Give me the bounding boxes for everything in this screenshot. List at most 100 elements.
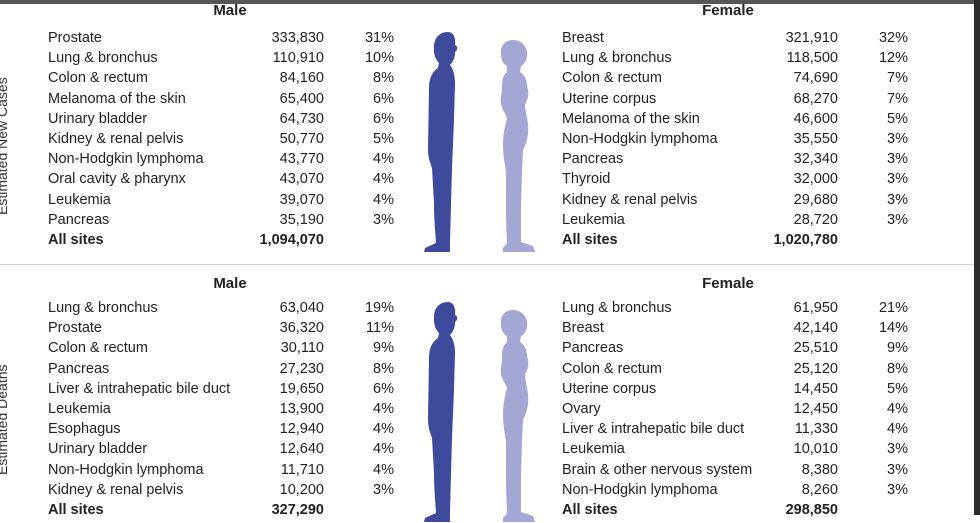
cancer-site: Pancreas bbox=[562, 151, 624, 168]
percentage: 5% bbox=[887, 380, 908, 397]
cancer-site: Ovary bbox=[562, 400, 601, 417]
cancer-site: Colon & rectum bbox=[562, 70, 662, 87]
case-count: 74,690 bbox=[793, 70, 838, 87]
case-count: 11,710 bbox=[280, 461, 324, 478]
case-count: 25,510 bbox=[793, 340, 838, 357]
case-count: 39,070 bbox=[279, 191, 324, 208]
percentage: 3% bbox=[373, 481, 394, 498]
cancer-site: All sites bbox=[48, 231, 104, 248]
percentage: 9% bbox=[887, 340, 908, 357]
total-count: 1,020,780 bbox=[773, 231, 838, 248]
case-count: 10,010 bbox=[793, 441, 838, 458]
cancer-site: Non-Hodgkin lymphoma bbox=[48, 151, 204, 168]
percentage: 3% bbox=[373, 211, 394, 228]
percentage: 3% bbox=[887, 211, 908, 228]
cancer-site: Liver & intrahepatic bile duct bbox=[48, 380, 231, 397]
case-count: 68,270 bbox=[793, 90, 838, 107]
total-count: 327,290 bbox=[271, 501, 324, 518]
case-count: 84,160 bbox=[279, 70, 324, 87]
percentage: 8% bbox=[887, 360, 908, 377]
percentage: 4% bbox=[373, 461, 394, 478]
cancer-site: Leukemia bbox=[48, 191, 111, 208]
cancer-site: Esophagus bbox=[48, 421, 121, 438]
percentage: 14% bbox=[878, 320, 908, 337]
cancer-site: Melanoma of the skin bbox=[562, 110, 700, 127]
percentage: 31% bbox=[364, 30, 394, 46]
percentage: 3% bbox=[887, 191, 908, 208]
cancer-site: Leukemia bbox=[48, 400, 111, 417]
section-divider bbox=[0, 264, 974, 265]
case-count: 19,650 bbox=[279, 380, 324, 397]
cancer-site: Colon & rectum bbox=[48, 340, 148, 357]
case-count: 12,640 bbox=[279, 441, 324, 458]
case-count: 333,830 bbox=[271, 30, 324, 46]
cancer-site: Brain & other nervous system bbox=[562, 461, 753, 478]
cancer-site: Prostate bbox=[48, 320, 102, 337]
case-count: 10,200 bbox=[279, 481, 324, 498]
percentage: 19% bbox=[364, 300, 394, 316]
cancer-site: Prostate bbox=[48, 30, 102, 46]
case-count: 8,260 bbox=[801, 481, 838, 498]
case-count: 110,910 bbox=[272, 50, 324, 67]
male-figure-icon bbox=[424, 32, 458, 252]
cancer-site: Lung & bronchus bbox=[48, 50, 158, 67]
case-count: 63,040 bbox=[279, 300, 324, 316]
percentage: 4% bbox=[887, 421, 908, 438]
percentage: 32% bbox=[878, 30, 908, 46]
cancer-site: Lung & bronchus bbox=[562, 300, 672, 316]
total-count: 298,850 bbox=[785, 501, 838, 518]
case-count: 61,950 bbox=[793, 300, 838, 316]
cancer-site: Uterine corpus bbox=[562, 380, 657, 397]
cancer-site: Breast bbox=[562, 30, 604, 46]
case-count: 321,910 bbox=[785, 30, 838, 46]
case-count: 28,720 bbox=[793, 211, 838, 228]
percentage: 4% bbox=[887, 400, 908, 417]
percentage: 6% bbox=[373, 90, 394, 107]
percentage: 5% bbox=[887, 110, 908, 127]
female-figure-icon bbox=[500, 40, 535, 252]
case-count: 27,230 bbox=[279, 360, 324, 377]
percentage: 4% bbox=[373, 191, 394, 208]
cancer-site: All sites bbox=[48, 501, 104, 518]
cancer-site: All sites bbox=[562, 231, 618, 248]
cancer-site: Urinary bladder bbox=[48, 441, 148, 458]
cancer-site: Melanoma of the skin bbox=[48, 90, 186, 107]
case-count: 32,000 bbox=[793, 171, 838, 188]
new-cases-female-header: Female bbox=[702, 2, 754, 19]
percentage: 8% bbox=[373, 70, 394, 87]
case-count: 65,400 bbox=[279, 90, 324, 107]
female-figure-icon bbox=[500, 310, 535, 522]
cancer-site: Liver & intrahepatic bile duct bbox=[562, 421, 745, 438]
percentage: 4% bbox=[373, 151, 394, 168]
cancer-site: Leukemia bbox=[562, 211, 625, 228]
cancer-site: Oral cavity & pharynx bbox=[48, 171, 186, 188]
cancer-site: Thyroid bbox=[562, 171, 611, 188]
case-count: 25,120 bbox=[793, 360, 838, 377]
percentage: 9% bbox=[373, 340, 394, 357]
percentage: 7% bbox=[887, 90, 908, 107]
cancer-site: Lung & bronchus bbox=[48, 300, 158, 316]
cancer-site: All sites bbox=[562, 501, 618, 518]
case-count: 12,450 bbox=[793, 400, 838, 417]
percentage: 3% bbox=[887, 171, 908, 188]
cancer-site: Kidney & renal pelvis bbox=[48, 481, 184, 498]
percentage: 12% bbox=[878, 50, 908, 67]
percentage: 5% bbox=[373, 130, 394, 147]
cancer-site: Pancreas bbox=[562, 340, 624, 357]
new-cases-side-label: Estimated New Cases bbox=[0, 77, 10, 215]
cancer-site: Urinary bladder bbox=[48, 110, 148, 127]
top-edge bbox=[0, 0, 980, 4]
cancer-site: Kidney & renal pelvis bbox=[562, 191, 698, 208]
percentage: 3% bbox=[887, 130, 908, 147]
case-count: 46,600 bbox=[793, 110, 838, 127]
case-count: 118,500 bbox=[786, 50, 838, 67]
case-count: 50,770 bbox=[279, 130, 324, 147]
right-edge bbox=[974, 0, 980, 515]
case-count: 42,140 bbox=[793, 320, 838, 337]
case-count: 35,550 bbox=[793, 130, 838, 147]
case-count: 36,320 bbox=[279, 320, 324, 337]
case-count: 64,730 bbox=[279, 110, 324, 127]
cancer-site: Kidney & renal pelvis bbox=[48, 130, 184, 147]
case-count: 29,680 bbox=[793, 191, 838, 208]
deaths-male-header: Male bbox=[213, 275, 247, 292]
